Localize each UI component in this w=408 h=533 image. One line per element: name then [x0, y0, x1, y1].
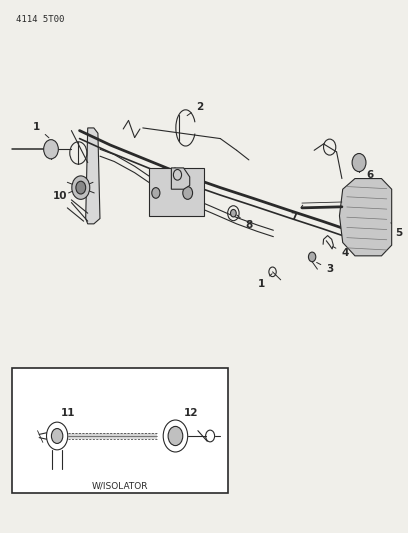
Circle shape: [352, 154, 366, 172]
Polygon shape: [86, 128, 100, 224]
Circle shape: [168, 426, 183, 446]
Polygon shape: [339, 179, 392, 256]
Text: 7: 7: [290, 205, 303, 222]
Text: 4114 5T00: 4114 5T00: [16, 15, 65, 24]
Text: 2: 2: [187, 102, 204, 116]
Circle shape: [308, 252, 316, 262]
Text: 10: 10: [53, 189, 77, 201]
Circle shape: [231, 209, 236, 217]
Circle shape: [76, 181, 86, 194]
Circle shape: [152, 188, 160, 198]
Text: 12: 12: [184, 408, 198, 417]
Circle shape: [44, 140, 58, 159]
Polygon shape: [171, 168, 190, 189]
Text: 4: 4: [333, 247, 348, 258]
Text: 9: 9: [180, 195, 191, 212]
Bar: [149, 168, 204, 216]
Circle shape: [51, 429, 63, 443]
Text: W/ISOLATOR: W/ISOLATOR: [91, 482, 148, 490]
Circle shape: [183, 187, 193, 199]
Text: 11: 11: [61, 408, 76, 417]
Text: 8: 8: [237, 215, 253, 230]
Text: 6: 6: [361, 166, 374, 180]
Text: 5: 5: [391, 223, 403, 238]
Text: 1: 1: [33, 122, 49, 138]
Bar: [12, 368, 228, 493]
Circle shape: [72, 176, 90, 199]
Text: 1: 1: [257, 273, 272, 288]
Text: 3: 3: [317, 262, 333, 274]
